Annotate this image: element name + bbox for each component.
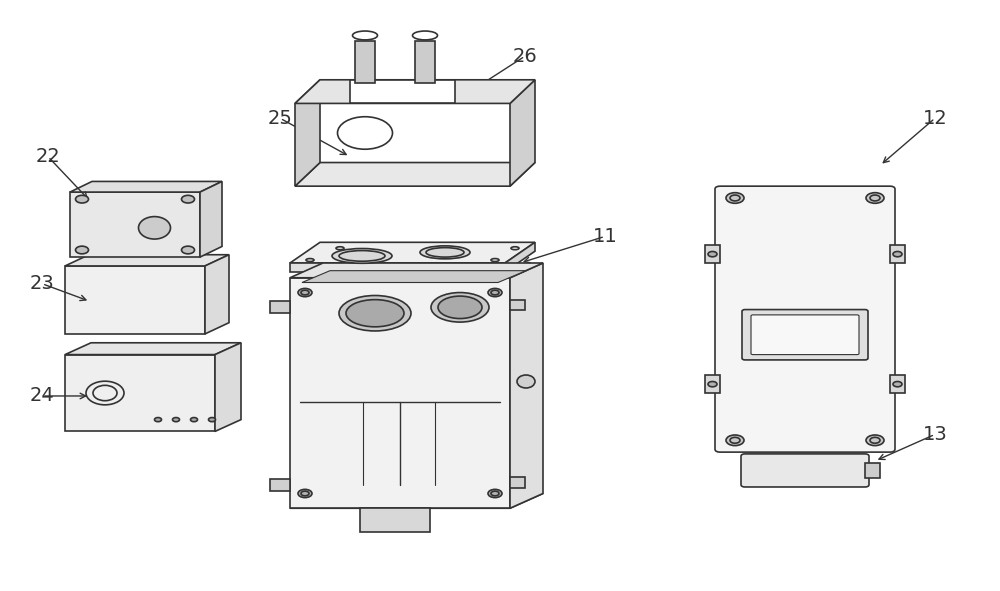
Polygon shape [510,80,535,186]
Ellipse shape [139,217,171,239]
Ellipse shape [182,246,194,254]
Text: 22: 22 [36,147,60,166]
Ellipse shape [893,252,902,256]
Polygon shape [505,242,535,272]
Ellipse shape [208,417,216,422]
Polygon shape [295,163,535,186]
Bar [355,41,375,83]
Ellipse shape [708,252,717,256]
Ellipse shape [488,288,502,297]
Polygon shape [302,271,526,282]
Ellipse shape [893,382,902,387]
Polygon shape [70,192,200,257]
Polygon shape [65,343,241,355]
Ellipse shape [866,193,884,203]
Bar [865,463,880,478]
Polygon shape [200,181,222,257]
Polygon shape [360,508,430,532]
Text: 23: 23 [30,274,54,293]
Ellipse shape [332,248,392,263]
Polygon shape [295,80,535,103]
Ellipse shape [517,375,535,388]
Polygon shape [290,493,543,508]
Ellipse shape [173,417,180,422]
Ellipse shape [346,300,404,327]
Text: 13: 13 [923,425,947,444]
Ellipse shape [866,435,884,446]
Text: 24: 24 [30,387,54,405]
Polygon shape [350,80,455,103]
Ellipse shape [420,246,470,259]
Ellipse shape [708,382,717,387]
Bar [415,41,435,83]
Polygon shape [65,266,205,334]
Text: 12: 12 [923,109,947,128]
Bar [890,375,905,393]
Bar [510,477,525,488]
FancyBboxPatch shape [715,186,895,452]
Ellipse shape [298,288,312,297]
Polygon shape [295,80,320,186]
Ellipse shape [298,489,312,498]
Polygon shape [65,255,229,266]
Ellipse shape [488,489,502,498]
FancyBboxPatch shape [741,454,869,487]
Ellipse shape [76,246,88,254]
Bar [510,300,525,310]
Ellipse shape [154,417,162,422]
Ellipse shape [431,293,489,322]
Polygon shape [215,343,241,431]
Bar [705,375,720,393]
Polygon shape [290,242,535,263]
Ellipse shape [182,196,194,203]
Polygon shape [510,263,543,508]
Polygon shape [290,278,510,508]
Ellipse shape [726,193,744,203]
Bar [705,245,720,263]
Bar [270,479,290,491]
Bar [270,301,290,313]
Text: 26: 26 [513,47,537,66]
FancyBboxPatch shape [742,310,868,360]
Polygon shape [70,181,222,192]
Ellipse shape [339,296,411,331]
Polygon shape [290,263,505,272]
Polygon shape [290,263,543,278]
Ellipse shape [76,196,88,203]
Ellipse shape [438,296,482,319]
Text: 25: 25 [268,109,292,128]
Polygon shape [205,255,229,334]
Ellipse shape [726,435,744,446]
Text: 11: 11 [593,227,617,246]
Polygon shape [65,355,215,431]
FancyBboxPatch shape [751,315,859,355]
Bar [890,245,905,263]
Ellipse shape [190,417,198,422]
